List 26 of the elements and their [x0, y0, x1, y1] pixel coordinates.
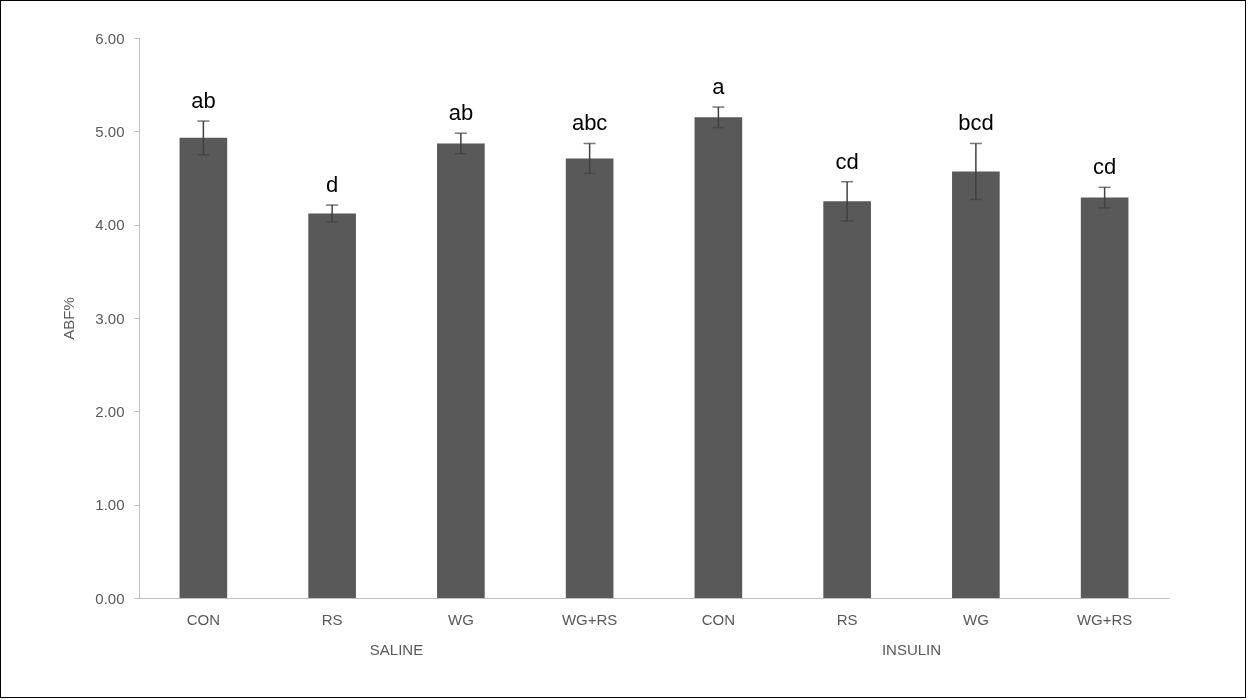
y-tick-label: 4.00 — [95, 216, 125, 234]
text: SALINE — [369, 641, 424, 658]
x-tick-label: WG+RS — [1076, 610, 1133, 628]
y-tick-label: 5.00 — [95, 122, 125, 140]
data-label: cd — [835, 148, 859, 174]
x-tick-label: WG+RS — [561, 610, 618, 628]
text: INSULIN — [881, 641, 942, 658]
x-tick-label: CON — [701, 610, 736, 628]
y-tick-label: 2.00 — [95, 402, 125, 420]
data-label: bcd — [958, 110, 994, 136]
data-label: ab — [191, 88, 216, 114]
x-tick-label: CON — [186, 610, 221, 628]
x-tick-label: WG — [447, 610, 474, 628]
data-label: ab — [448, 100, 474, 126]
y-tick-label: 0.00 — [95, 589, 125, 607]
y-tick-label: 1.00 — [95, 496, 125, 514]
x-tick-label: WG — [962, 610, 989, 628]
y-tick-label: 6.00 — [95, 29, 125, 47]
data-label: abc — [571, 110, 608, 136]
y-axis-title: ABF% — [60, 297, 78, 340]
y-tick-label: 3.00 — [95, 309, 125, 327]
x-tick-label: RS — [321, 610, 343, 628]
data-label: cd — [1093, 154, 1117, 180]
data-label: a — [712, 74, 726, 100]
x-tick-label: RS — [836, 610, 858, 628]
data-label: d — [326, 172, 339, 198]
